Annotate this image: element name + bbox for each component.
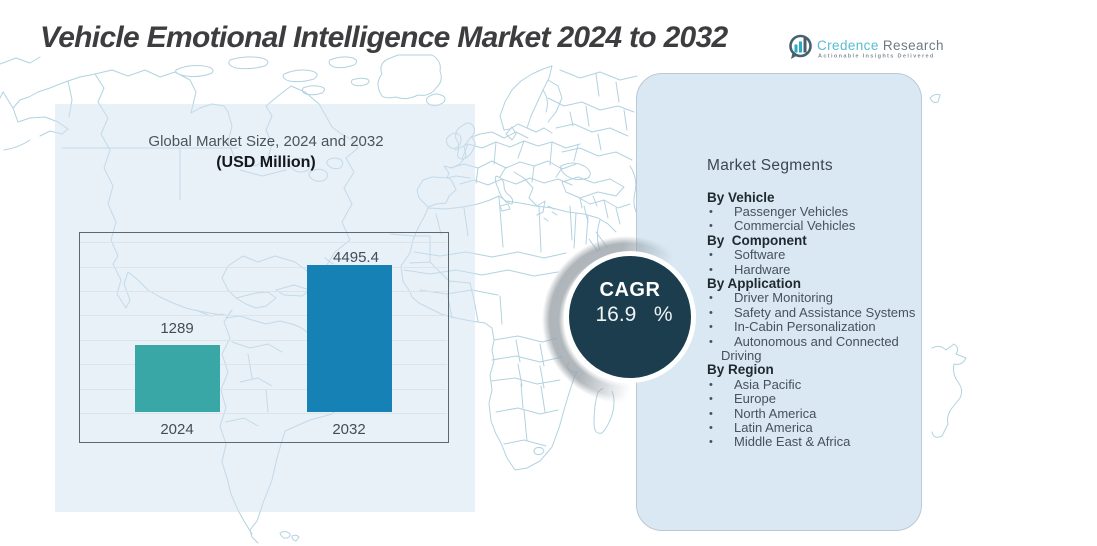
svg-text:Credence Research: Credence Research (817, 38, 944, 53)
svg-text:Actionable Insights Delivered: Actionable Insights Delivered (818, 54, 935, 60)
